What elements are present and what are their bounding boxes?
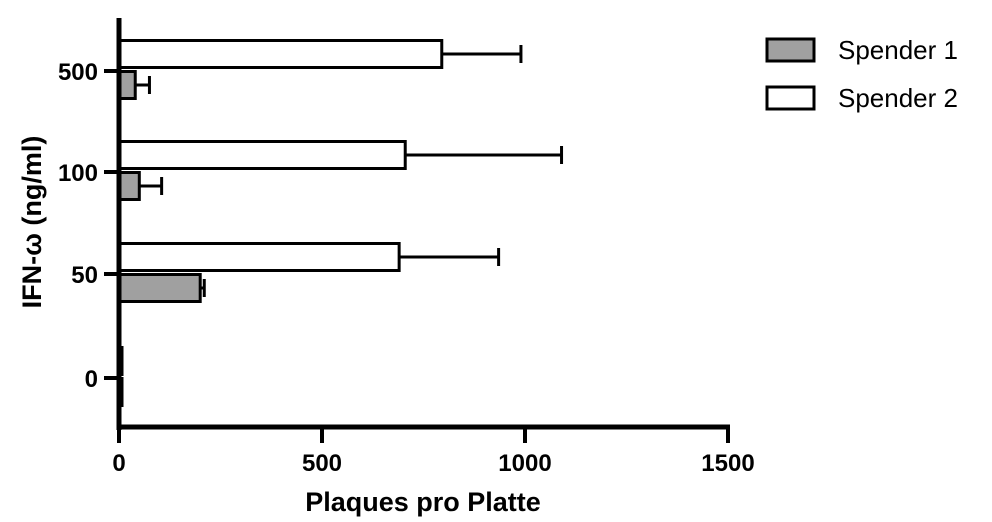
y-tick-label-50: 50	[71, 262, 98, 289]
y-ticks-group: 0 50 100 500	[58, 59, 119, 393]
legend-label-spender-2: Spender 2	[838, 83, 958, 113]
x-tick-label-1000: 1000	[498, 450, 551, 477]
bar-spender-1-50	[117, 273, 202, 303]
x-tick-label-500: 500	[302, 450, 342, 477]
y-tick-label-0: 0	[85, 366, 98, 393]
error-bars-group	[135, 45, 564, 297]
bar-spender-1-100	[117, 171, 141, 201]
bar-spender-2-50	[117, 242, 401, 272]
y-tick-label-500: 500	[58, 59, 98, 86]
x-ticks-group: 0 500 1000 1500	[112, 427, 755, 477]
y-axis-title: IFN-ω (ng/ml)	[17, 136, 47, 309]
x-tick-label-0: 0	[112, 450, 125, 477]
bars-group	[117, 39, 444, 407]
bar-spender-2-100	[117, 140, 407, 170]
x-tick-label-1500: 1500	[701, 450, 754, 477]
legend-swatch-spender-1	[765, 37, 816, 63]
bar-spender-2-500	[117, 39, 444, 69]
x-axis-title: Plaques pro Platte	[305, 487, 541, 517]
legend-swatch-spender-2	[765, 85, 816, 111]
legend: Spender 1 Spender 2	[765, 35, 958, 113]
y-tick-label-100: 100	[58, 160, 98, 187]
legend-label-spender-1: Spender 1	[838, 35, 958, 65]
